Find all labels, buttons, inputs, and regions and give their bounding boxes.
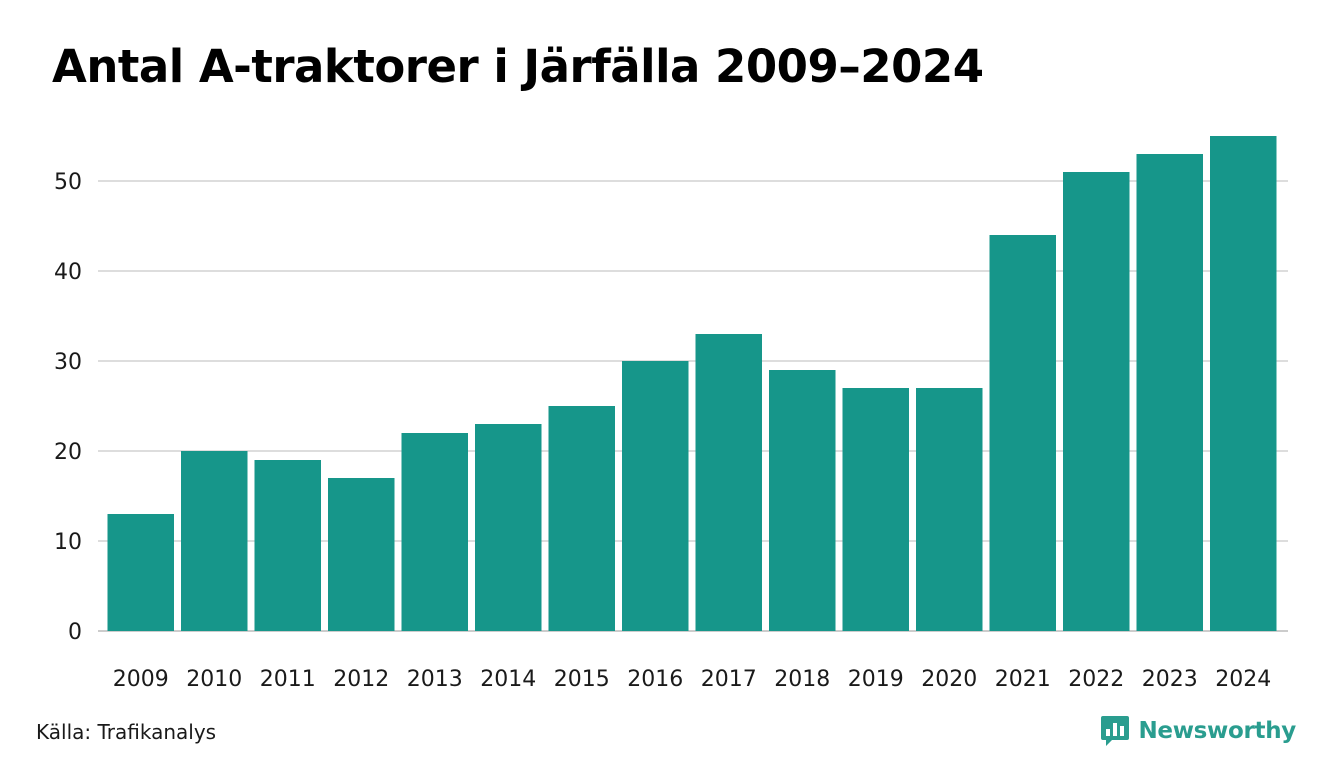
- brand-logo: Newsworthy: [1100, 714, 1296, 748]
- bar-chart-speech-bubble-icon: [1101, 716, 1130, 746]
- x-tick-label: 2024: [1215, 667, 1271, 692]
- bar-2013: [401, 433, 468, 631]
- bar-2011: [254, 460, 321, 631]
- y-tick-label: 0: [68, 620, 82, 645]
- x-tick-label: 2013: [407, 667, 463, 692]
- x-axis-labels: 2009 2010 2011 2012 2013 2014 2015 2016 2017 2018…: [113, 667, 1272, 692]
- bar-2020: [916, 388, 983, 631]
- x-tick-label: 2014: [480, 667, 536, 692]
- source-note: Källa: Trafikanalys: [36, 720, 217, 744]
- x-tick-label: 2020: [921, 667, 977, 692]
- x-tick-label: 2023: [1142, 667, 1198, 692]
- bar-2015: [548, 406, 615, 631]
- x-tick-label: 2015: [554, 667, 610, 692]
- x-tick-label: 2022: [1068, 667, 1124, 692]
- bar-chart: 2009 2010 2011 2012 2013 2014 2015 2016 2017 2018…: [54, 136, 1288, 692]
- bars: [107, 136, 1277, 631]
- bar-2012: [328, 478, 395, 631]
- x-tick-label: 2012: [333, 667, 389, 692]
- y-tick-label: 20: [54, 440, 82, 465]
- bar-2010: [181, 451, 248, 631]
- x-tick-label: 2010: [186, 667, 242, 692]
- bar-2017: [695, 334, 762, 631]
- chart-title: Antal A-traktorer i Järfälla 2009–2024: [52, 40, 984, 93]
- y-tick-label: 30: [54, 350, 82, 375]
- y-tick-label: 10: [54, 530, 82, 555]
- x-tick-label: 2019: [848, 667, 904, 692]
- y-axis-labels: 0 10 20 30 40 50: [54, 170, 82, 645]
- bar-2021: [989, 235, 1056, 631]
- bar-2016: [622, 361, 689, 631]
- bar-2023: [1136, 154, 1203, 631]
- x-tick-label: 2011: [260, 667, 316, 692]
- x-tick-label: 2021: [995, 667, 1051, 692]
- x-tick-label: 2017: [701, 667, 757, 692]
- x-tick-label: 2018: [774, 667, 830, 692]
- y-tick-label: 50: [54, 170, 82, 195]
- bar-2014: [475, 424, 542, 631]
- x-tick-label: 2009: [113, 667, 169, 692]
- bar-2024: [1210, 136, 1277, 631]
- brand-name: Newsworthy: [1138, 718, 1296, 744]
- bar-2022: [1063, 172, 1130, 631]
- bar-2009: [107, 514, 174, 631]
- bar-2019: [842, 388, 909, 631]
- x-tick-label: 2016: [627, 667, 683, 692]
- bar-2018: [769, 370, 836, 631]
- y-tick-label: 40: [54, 260, 82, 285]
